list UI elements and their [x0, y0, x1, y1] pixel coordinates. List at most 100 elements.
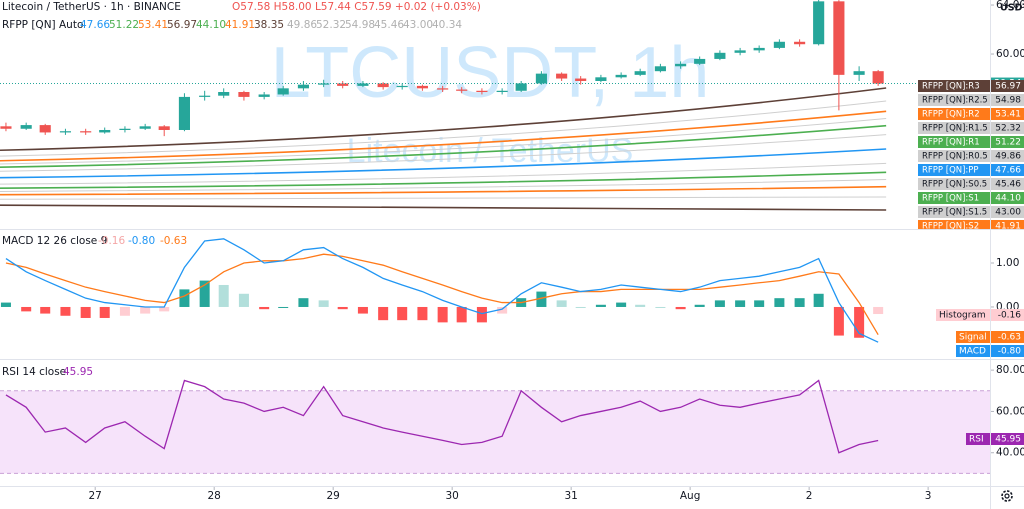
- pivot-line: [0, 148, 887, 179]
- candle-body: [813, 1, 825, 45]
- pivot-label-bg: [918, 136, 990, 148]
- x-tick-label: 30: [445, 490, 458, 502]
- candle-body: [258, 94, 270, 97]
- candle-body: [238, 92, 250, 97]
- histogram-bar: [21, 306, 32, 312]
- candle-body: [39, 125, 51, 133]
- pivot-line: [0, 117, 887, 165]
- pivot-line: [0, 204, 887, 211]
- candle-body: [178, 96, 190, 130]
- pivot-value-bg: [990, 164, 1024, 176]
- pivot-label: RFPP [QN]:R1: [922, 138, 980, 148]
- pivot-label-value: 51.22: [995, 138, 1021, 148]
- candle-body: [99, 129, 111, 133]
- y-tick-label: 80.00: [996, 364, 1024, 376]
- histogram-bar: [179, 289, 190, 307]
- macd-value: -0.80: [128, 235, 155, 247]
- indicator-line: [5, 253, 879, 336]
- histogram-bar: [813, 293, 824, 307]
- histogram-bar: [318, 300, 329, 307]
- histogram-bar: [119, 306, 130, 316]
- x-tick-label: 27: [89, 490, 102, 502]
- histogram-bar: [476, 306, 487, 323]
- histogram-bar: [337, 306, 348, 310]
- candle-body: [357, 83, 369, 86]
- candle-body: [794, 41, 806, 45]
- histogram-bar: [694, 304, 705, 307]
- histogram-bar: [575, 306, 586, 308]
- histogram-bar: [397, 306, 408, 321]
- pivot-label-value: 41.91: [995, 222, 1021, 232]
- histogram-bar: [595, 304, 606, 307]
- indicator-line: [5, 379, 879, 454]
- y-tick-label: 60.00: [996, 405, 1024, 417]
- candle-body: [615, 74, 627, 78]
- macd-value: -0.16: [98, 235, 125, 247]
- candle-body: [515, 83, 527, 91]
- series-label: Histogram: [939, 311, 986, 321]
- pivot-value-bg: [990, 150, 1024, 162]
- x-tick-label: 29: [326, 490, 339, 502]
- symbol: Litecoin / TetherUS · 1h · BINANCE: [2, 1, 181, 13]
- rsi-band: [0, 390, 990, 474]
- y-tick-label: 64.00: [996, 0, 1024, 11]
- pivot-label-bg: [918, 164, 990, 176]
- histogram-bar: [774, 298, 785, 307]
- pivot-value-bg: [990, 80, 1024, 92]
- pivot-value: 45.46: [374, 19, 404, 31]
- histogram-bar: [754, 300, 765, 307]
- histogram-bar: [80, 306, 91, 318]
- pivot-line: [0, 110, 887, 162]
- pivot-label-value: 52.32: [995, 124, 1021, 134]
- candle-body: [119, 128, 131, 130]
- histogram-bar: [218, 284, 229, 307]
- macd-value: -0.63: [160, 235, 187, 247]
- candle-body: [199, 95, 211, 97]
- histogram-bar: [854, 306, 865, 338]
- candle-body: [634, 71, 646, 75]
- macd-pane: [0, 238, 884, 343]
- series-label: MACD: [959, 347, 986, 357]
- histogram-bar: [675, 306, 686, 310]
- pivot-label-value: 47.66: [995, 166, 1021, 176]
- pivot-label: RFPP [QN]:S1.5: [922, 208, 987, 218]
- pivot-label: RFPP [QN]:R2: [922, 110, 980, 120]
- histogram-bar: [536, 291, 547, 307]
- series-label: Signal: [959, 333, 987, 343]
- histogram-bar: [378, 306, 389, 321]
- pivot-value: 56.97: [167, 19, 197, 31]
- candle-body: [595, 77, 607, 81]
- candle-body: [456, 89, 468, 91]
- pivot-value: 54.98: [345, 19, 375, 31]
- pivot-label-bg: [918, 94, 990, 106]
- candle-body: [753, 47, 765, 51]
- pivot-label-value: 44.10: [995, 194, 1021, 204]
- x-tick-label: 3: [925, 490, 932, 502]
- candle-body: [575, 78, 587, 81]
- pivot-value: 47.66: [80, 19, 110, 31]
- candle-body: [853, 71, 865, 75]
- histogram-bar: [456, 306, 467, 323]
- settings-icon[interactable]: [1001, 490, 1013, 502]
- pivot-value: 43.00: [403, 19, 433, 31]
- candle-body: [535, 73, 547, 84]
- histogram-bar: [655, 306, 666, 308]
- histogram-bar: [497, 306, 508, 314]
- histogram-bar: [0, 302, 11, 307]
- pivot-label: RFPP [QN]:S1: [922, 194, 979, 204]
- pivot-label-value: 45.46: [995, 180, 1021, 190]
- histogram-bar: [616, 302, 627, 307]
- pivot-label-bg: [918, 108, 990, 120]
- candle-body: [297, 84, 309, 89]
- rsi-pane: [0, 379, 990, 474]
- pivot-value-bg: [990, 108, 1024, 120]
- candle-body: [318, 83, 330, 85]
- candle-body: [833, 1, 845, 75]
- candle-body: [277, 88, 289, 95]
- candle-body: [556, 73, 568, 79]
- candle-body: [20, 125, 32, 129]
- currency: USDT: [1000, 3, 1024, 14]
- pivot-line: [0, 179, 887, 192]
